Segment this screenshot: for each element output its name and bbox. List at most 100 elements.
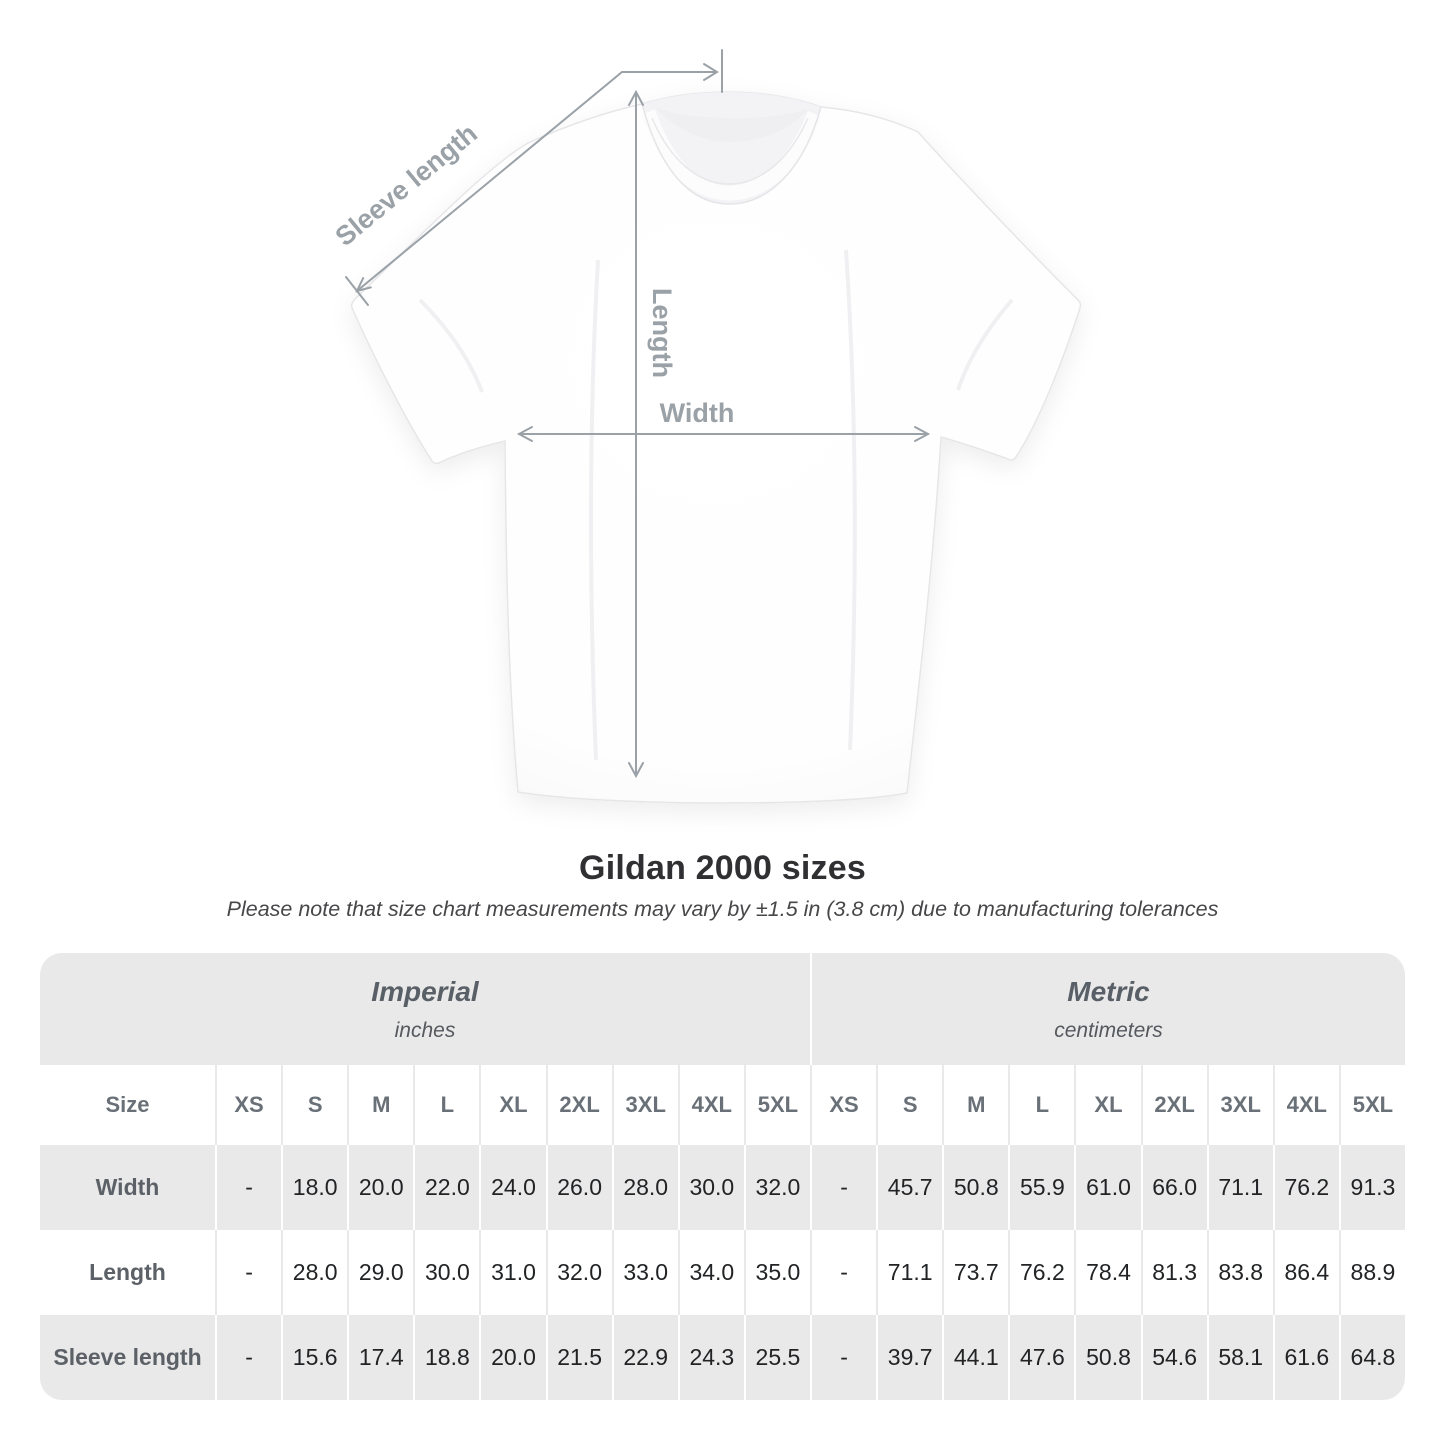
table-cell: 76.2 [1272,1145,1339,1230]
tshirt-fold-lines [418,249,1014,761]
size-header-metric-5xl: 5XL [1338,1065,1405,1145]
table-cell: 34.0 [677,1230,744,1315]
table-cell: 18.0 [281,1145,347,1230]
size-header-imperial-xl: XL [479,1065,545,1145]
table-cell: 71.1 [876,1230,942,1315]
table-cell: 30.0 [413,1230,479,1315]
size-header-imperial-2xl: 2XL [545,1065,612,1145]
metric-group-unit: centimeters [1054,1018,1163,1042]
table-cell: 24.0 [479,1145,545,1230]
metric-group-name: Metric [1067,975,1150,1007]
table-cell: 78.4 [1074,1230,1140,1315]
table-cell: - [810,1315,876,1400]
table-cell: - [215,1145,281,1230]
imperial-group-unit: inches [394,1018,456,1042]
table-row-width: Width - 18.0 20.0 22.0 24.0 26.0 28.0 30… [40,1145,1405,1230]
row-label-width: Width [95,1174,160,1200]
table-cell: 20.0 [347,1145,413,1230]
table-cell: 22.9 [611,1315,678,1400]
table-cell: 15.6 [281,1315,347,1400]
table-cell: - [215,1315,281,1400]
table-cell: 47.6 [1008,1315,1074,1400]
table-cell: 61.0 [1074,1145,1140,1230]
size-header-metric-3xl: 3XL [1206,1065,1273,1145]
size-header-imperial-5xl: 5XL [743,1065,810,1145]
table-cell: 39.7 [876,1315,942,1400]
table-cell: 31.0 [479,1230,545,1315]
row-label-length: Length [89,1259,166,1285]
table-cell: 44.1 [942,1315,1008,1400]
sleeve-length-right-arrowhead [703,63,719,81]
size-header-metric-l: L [1008,1065,1074,1145]
metric-group-header: Metric centimeters [810,953,1405,1065]
table-cell: 22.0 [413,1145,479,1230]
table-cell: 35.0 [743,1230,810,1315]
table-cell: 17.4 [347,1315,413,1400]
table-cell: 50.8 [1074,1315,1140,1400]
table-cell: 81.3 [1140,1230,1207,1315]
table-cell: 32.0 [743,1145,810,1230]
tshirt-measurement-diagram: Sleeve length Length Width [330,49,1082,804]
table-cell: 73.7 [942,1230,1008,1315]
table-cell: 29.0 [347,1230,413,1315]
table-cell: 88.9 [1338,1230,1405,1315]
table-cell: 83.8 [1206,1230,1273,1315]
size-column-header: Size [105,1092,150,1117]
tshirt-body [350,91,1082,804]
table-cell: 26.0 [545,1145,612,1230]
size-header-metric-4xl: 4XL [1272,1065,1339,1145]
table-cell: 71.1 [1206,1145,1273,1230]
size-header-imperial-l: L [413,1065,479,1145]
size-header-imperial-s: S [281,1065,347,1145]
table-cell: 21.5 [545,1315,612,1400]
page-title: Gildan 2000 sizes [579,849,866,887]
table-cell: 30.0 [677,1145,744,1230]
table-cell: - [810,1145,876,1230]
tshirt-neck-inner-shadow [655,107,808,142]
tolerance-note: Please note that size chart measurements… [226,897,1219,921]
table-cell: 45.7 [876,1145,942,1230]
size-header-metric-m: M [942,1065,1008,1145]
size-header-metric-s: S [876,1065,942,1145]
table-cell: 64.8 [1338,1315,1405,1400]
tshirt-photo [350,91,1082,804]
size-table: Imperial inches Metric centimeters Size … [40,953,1405,1400]
tshirt-collar-inner-seam [651,117,809,185]
size-header-imperial-3xl: 3XL [611,1065,678,1145]
table-cell: 86.4 [1272,1230,1339,1315]
table-cell: 28.0 [281,1230,347,1315]
size-header-metric-2xl: 2XL [1140,1065,1207,1145]
table-cell: 58.1 [1206,1315,1273,1400]
width-left-arrowhead [516,426,533,442]
table-cell: 55.9 [1008,1145,1074,1230]
table-row-sleeve-length: Sleeve length - 15.6 17.4 18.8 20.0 21.5… [40,1315,1405,1400]
size-header-metric-xl: XL [1074,1065,1140,1145]
sleeve-length-end-tick [345,276,369,306]
width-right-arrowhead [914,426,931,442]
table-cell: 91.3 [1338,1145,1405,1230]
table-cell: 20.0 [479,1315,545,1400]
table-cell: 25.5 [743,1315,810,1400]
sleeve-length-line [356,71,717,292]
table-cell: 54.6 [1140,1315,1207,1400]
table-cell: 66.0 [1140,1145,1207,1230]
table-cell: 28.0 [611,1145,678,1230]
table-cell: 32.0 [545,1230,612,1315]
table-cell: - [215,1230,281,1315]
imperial-group-header: Imperial inches [40,953,810,1065]
size-header-metric-xs: XS [810,1065,876,1145]
measurement-annotations [345,49,931,779]
size-header-imperial-m: M [347,1065,413,1145]
size-header-row: Size XS S M L XL 2XL 3XL 4XL 5XL XS S M … [40,1065,1405,1145]
table-cell: 61.6 [1272,1315,1339,1400]
length-top-arrowhead [628,89,644,106]
row-label-sleeve-length: Sleeve length [53,1344,202,1370]
size-header-imperial-xs: XS [215,1065,281,1145]
width-label: Width [660,398,735,428]
table-cell: 24.3 [677,1315,744,1400]
length-label: Length [647,288,677,378]
unit-group-row: Imperial inches Metric centimeters [40,953,1405,1065]
table-cell: 50.8 [942,1145,1008,1230]
tshirt-collar-band [640,109,822,201]
